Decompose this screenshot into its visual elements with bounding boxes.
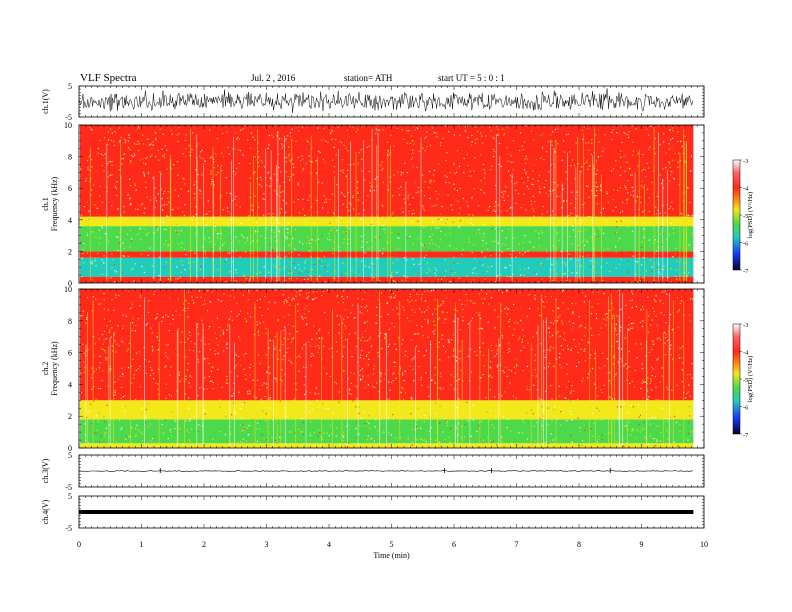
- x-tick-label: 1: [140, 540, 144, 549]
- x-tick-label: 10: [700, 540, 708, 549]
- colorbar-tick-label: -6: [743, 241, 749, 248]
- x-tick-label: 8: [577, 540, 581, 549]
- y-tick-label: 10: [64, 285, 72, 294]
- x-tick-label: 5: [390, 540, 394, 549]
- spectral-band: [80, 276, 694, 283]
- y-tick-label: -5: [65, 113, 72, 122]
- y-axis-label: ch.1Frequency (kHz): [41, 176, 59, 231]
- y-tick-label: 0: [68, 444, 72, 453]
- x-axis-label: Time (min): [373, 551, 410, 560]
- colorbar-tick-label: -4: [743, 186, 749, 193]
- y-tick-label: 6: [68, 184, 72, 193]
- spectral-band: [80, 251, 694, 258]
- start-time-label: start UT = 5 : 0 : 1: [438, 73, 505, 83]
- colorbar-tick-label: -3: [743, 322, 748, 329]
- x-tick-label: 6: [452, 540, 456, 549]
- y-tick-label: 4: [68, 216, 72, 225]
- colorbar-tick-label: -3: [743, 158, 748, 165]
- colorbar-tick-label: -6: [743, 405, 749, 412]
- y-tick-label: 8: [68, 153, 72, 162]
- x-tick-label: 9: [640, 540, 644, 549]
- x-tick-label: 4: [327, 540, 331, 549]
- x-tick-label: 7: [515, 540, 519, 549]
- colorbar: [732, 159, 741, 271]
- colorbar-tick-label: -5: [743, 213, 748, 220]
- y-tick-label: 10: [64, 121, 72, 130]
- y-tick-label: 8: [68, 317, 72, 326]
- figure-title: VLF Spectra: [80, 72, 137, 84]
- y-tick-label: 5: [68, 82, 72, 91]
- ch2-spectrogram-heatmap: [80, 289, 694, 450]
- ch1-spectrogram-heatmap: [80, 125, 694, 285]
- colorbar-label: log(PSD) (V²/Hz): [747, 192, 754, 239]
- y-axis-label: ch.1(V): [41, 89, 50, 114]
- y-axis-label: ch.3(V): [41, 458, 50, 483]
- y-tick-label: 4: [68, 380, 72, 389]
- colorbar-label: log(PSD) (V²/Hz): [747, 356, 754, 403]
- y-tick-label: 0: [68, 279, 72, 288]
- colorbar-tick-label: -7: [743, 268, 749, 275]
- colorbar-tick-label: -7: [743, 432, 749, 439]
- y-tick-label: 6: [68, 349, 72, 358]
- y-tick-label: -5: [65, 483, 72, 492]
- y-tick-label: 2: [68, 247, 72, 256]
- y-tick-label: 5: [68, 451, 72, 460]
- x-tick-label: 0: [77, 540, 81, 549]
- spectral-band: [80, 125, 694, 217]
- y-tick-label: -5: [65, 524, 72, 533]
- y-axis-label: ch.2Frequency (kHz): [41, 341, 59, 396]
- x-tick-label: 2: [202, 540, 206, 549]
- ch1-trace: [78, 88, 693, 113]
- date-label: Jul. 2 , 2016: [251, 73, 296, 83]
- ch3-trace: [78, 470, 693, 472]
- y-tick-label: 5: [68, 492, 72, 501]
- y-tick-label: 2: [68, 412, 72, 421]
- y-axis-label: ch.4(V): [41, 499, 50, 524]
- station-label: station= ATH: [344, 73, 393, 83]
- colorbar-tick-label: -4: [743, 350, 749, 357]
- colorbar: [732, 323, 741, 435]
- x-tick-label: 3: [265, 540, 269, 549]
- spectral-band: [80, 226, 694, 252]
- spectral-band: [80, 216, 694, 227]
- colorbar-tick-label: -5: [743, 377, 748, 384]
